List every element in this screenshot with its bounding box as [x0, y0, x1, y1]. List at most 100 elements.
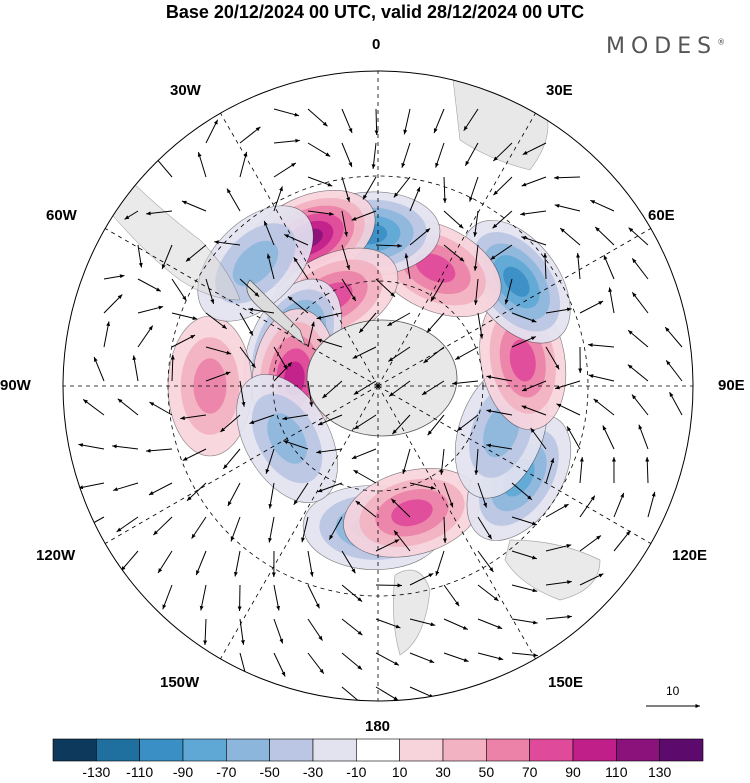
wind-arrow	[409, 186, 421, 212]
wind-arrow	[116, 516, 139, 533]
wind-arrow	[149, 401, 173, 416]
colorbar-swatch	[659, 738, 704, 762]
wind-arrow	[627, 329, 649, 348]
wind-arrow	[457, 414, 479, 432]
wind-arrow	[307, 652, 325, 674]
wind-arrow	[226, 188, 241, 212]
wind-arrow	[171, 312, 198, 321]
wind-arrow	[473, 278, 479, 305]
colorbar-tick-label: -70	[216, 764, 237, 780]
wind-arrow	[559, 227, 581, 246]
wind-arrow	[351, 210, 377, 221]
wind-arrow	[371, 142, 377, 169]
wind-arrow	[322, 380, 343, 399]
wind-arrow	[579, 300, 604, 314]
wind-arrow	[473, 244, 479, 271]
wind-arrow	[351, 448, 377, 460]
wind-arrow	[273, 652, 286, 677]
colorbar-tick-label: -110	[126, 764, 154, 780]
colorbar-tick-label: 70	[521, 764, 538, 780]
colorbar-tick-label: 130	[647, 764, 672, 780]
wind-arrow	[590, 199, 615, 212]
wind-arrow	[409, 228, 431, 246]
wind-arrow	[374, 108, 379, 136]
wind-arrow	[82, 399, 105, 416]
wind-arrow	[222, 448, 241, 470]
colorbar-swatch	[442, 738, 487, 762]
wind-arrow	[316, 448, 343, 454]
wind-arrow	[409, 686, 434, 698]
wind-arrow	[353, 469, 377, 484]
wind-arrow	[362, 176, 377, 200]
wind-arrow	[608, 287, 615, 314]
anomaly-field	[167, 189, 572, 571]
wind-arrow	[393, 530, 411, 552]
wind-arrow	[442, 176, 447, 204]
colorbar-swatch	[356, 738, 400, 762]
wind-arrow	[430, 278, 445, 302]
wind-arrow	[486, 409, 513, 416]
wind-arrow	[341, 244, 351, 271]
wind-arrow	[474, 448, 479, 475]
wind-arrow	[553, 175, 581, 180]
wind-arrow	[469, 176, 479, 202]
wind-arrow	[317, 482, 343, 493]
label-lon-30w: 30W	[170, 82, 201, 99]
wind-arrow	[180, 414, 207, 420]
wind-arrow	[203, 618, 208, 645]
wind-arrow	[504, 278, 513, 305]
wind-arrow	[403, 108, 411, 135]
wind-arrow	[521, 236, 547, 246]
wind-vectors	[78, 108, 683, 701]
colorbar-tick-label: 30	[435, 764, 451, 780]
wind-arrow	[664, 326, 683, 348]
wind-arrow	[282, 414, 309, 421]
wind-arrow	[579, 495, 596, 518]
wind-arrow	[307, 142, 331, 157]
wind-arrow	[341, 584, 363, 602]
anomaly-contour	[391, 499, 433, 527]
wind-arrow	[248, 307, 275, 314]
wind-arrow	[409, 573, 434, 586]
wind-arrow	[227, 482, 241, 507]
wind-arrow	[613, 492, 625, 518]
wind-arrow	[301, 516, 309, 543]
wind-arrow	[455, 346, 479, 361]
wind-arrow	[511, 312, 537, 323]
colorbar-swatch	[139, 738, 184, 762]
wind-arrow	[78, 482, 105, 490]
wind-arrow	[409, 652, 435, 664]
wind-arrow	[171, 278, 187, 301]
wind-arrow	[421, 380, 445, 396]
wind-arrow	[511, 618, 538, 625]
wind-arrow	[186, 482, 207, 502]
wind-arrow	[263, 220, 275, 246]
colorbar-swatch	[182, 738, 227, 762]
wind-arrow	[390, 498, 411, 518]
wind-arrow	[307, 108, 328, 127]
wind-arrow	[157, 550, 173, 574]
wind-arrow	[401, 142, 411, 168]
wind-arrow	[273, 618, 284, 644]
colorbar-swatch	[572, 738, 617, 762]
wind-arrow	[545, 543, 572, 552]
wind-arrow	[576, 253, 581, 280]
colorbar-tick-label: 10	[391, 764, 408, 780]
wind-arrow	[545, 307, 572, 314]
wind-arrow	[522, 142, 547, 156]
wind-arrow	[443, 482, 454, 508]
anomaly-contour	[509, 339, 536, 382]
wind-arrow	[602, 425, 615, 450]
wind-arrow	[239, 312, 254, 336]
wind-arrow	[645, 456, 650, 484]
wind-arrow	[433, 108, 445, 134]
colorbar-swatch	[226, 738, 270, 762]
wind-arrow	[137, 278, 162, 292]
wind-arrow	[181, 200, 207, 212]
wind-arrow	[511, 584, 538, 593]
wind-arrow	[511, 550, 537, 560]
label-lon-120w: 120W	[36, 547, 76, 564]
wind-arrow	[387, 312, 411, 327]
wind-arrow	[341, 550, 356, 574]
wind-arrow	[249, 414, 275, 425]
